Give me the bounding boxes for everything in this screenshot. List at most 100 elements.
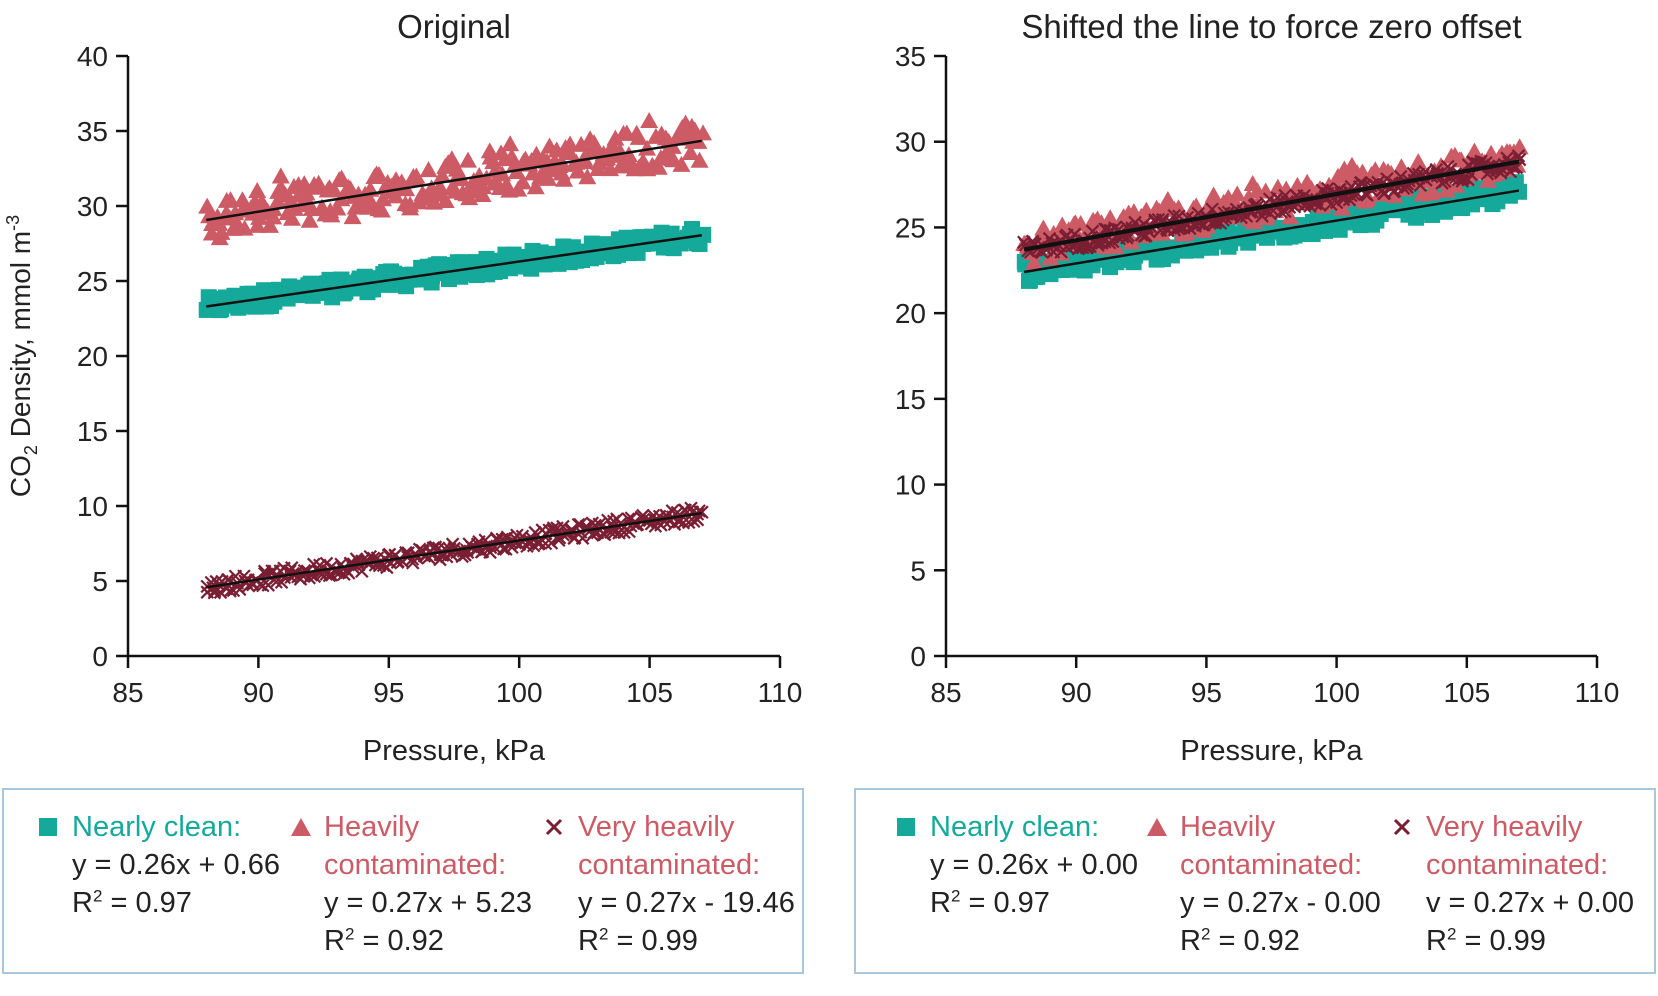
- x-marker-icon: [544, 808, 570, 846]
- data-point-triangle: [629, 128, 648, 145]
- y-tick-label: 10: [77, 491, 108, 522]
- data-point-triangle: [690, 151, 709, 168]
- y-tick-label: 30: [895, 127, 926, 158]
- fit-line-x: [1023, 161, 1520, 252]
- legend-equation: y = 0.26x + 0.00: [930, 849, 1138, 881]
- data-point-square: [1331, 221, 1348, 238]
- data-point-triangle: [343, 208, 362, 225]
- data-point-triangle: [1158, 191, 1177, 208]
- data-point-x: [256, 578, 270, 593]
- x-tick-label: 95: [373, 677, 404, 708]
- data-point-triangle: [1409, 153, 1428, 170]
- fit-line-x: [206, 511, 702, 589]
- legend-item-heavily: Heavily contaminated: y = 0.27x - 0.00 R…: [1146, 808, 1381, 960]
- data-point-triangle: [560, 143, 579, 160]
- legend-label: Heavily contaminated:: [324, 811, 507, 881]
- data-point-triangle: [552, 153, 571, 170]
- legend-equation: y = 0.27x - 0.00: [1180, 887, 1381, 919]
- data-point-triangle: [300, 211, 319, 228]
- legend-r-squared: R2 = 0.97: [930, 886, 1050, 919]
- legend-item-very-heavily: Very heavily contaminated: y = 0.27x - 1…: [544, 808, 795, 960]
- data-point-triangle: [561, 135, 580, 152]
- data-point-triangle: [1423, 182, 1442, 199]
- x-tick-label: 85: [112, 677, 143, 708]
- data-point-triangle: [1106, 237, 1125, 254]
- data-point-square: [1240, 234, 1257, 251]
- data-point-triangle: [198, 197, 217, 214]
- data-point-triangle: [386, 187, 405, 204]
- series-triangle: [198, 111, 713, 246]
- data-point-x: [1313, 198, 1327, 212]
- legend-label: Very heavily contaminated:: [578, 811, 761, 881]
- data-point-triangle: [260, 216, 279, 233]
- data-point-triangle: [436, 191, 455, 208]
- y-tick-label: 30: [77, 191, 108, 222]
- y-tick-label: 0: [910, 641, 926, 672]
- data-point-triangle: [501, 135, 520, 152]
- data-point-triangle: [332, 169, 351, 186]
- data-point-triangle: [419, 161, 438, 178]
- x-tick-label: 105: [626, 677, 673, 708]
- data-point-triangle: [473, 185, 492, 202]
- data-point-triangle: [606, 129, 625, 146]
- legend-label: Nearly clean:: [72, 811, 242, 843]
- x-tick-label: 95: [1191, 677, 1222, 708]
- y-axis-label: CO2 Density, mmol m-3: [3, 215, 41, 497]
- x-tick-label: 110: [758, 677, 803, 708]
- x-axis-label: Pressure, kPa: [1180, 735, 1363, 767]
- data-point-x: [571, 517, 586, 532]
- data-point-triangle: [210, 214, 229, 231]
- data-point-triangle: [1041, 249, 1060, 266]
- legend-equation: y = 0.27x + 5.23: [324, 887, 532, 919]
- data-point-triangle: [372, 201, 391, 218]
- data-point-triangle: [526, 178, 545, 195]
- chart-title: Original: [397, 8, 511, 45]
- data-point-triangle: [248, 181, 267, 198]
- chart-panel-1: Original 0 5 10 15 20 25 30 35 40 85 90 95 100 105 110 P…: [77, 8, 802, 767]
- data-point-x: [1091, 238, 1105, 252]
- data-point-x: [1263, 206, 1277, 221]
- y-tick-label: 35: [895, 41, 926, 72]
- data-point-triangle: [458, 151, 477, 168]
- legend-item-nearly-clean: Nearly clean: y = 0.26x + 0.66 R2 = 0.97: [38, 808, 280, 922]
- data-point-triangle: [694, 124, 713, 141]
- data-point-triangle: [640, 111, 659, 128]
- legend-r-squared: R2 = 0.99: [1426, 924, 1546, 957]
- data-point-triangle: [539, 169, 558, 186]
- data-point-triangle: [569, 162, 588, 179]
- data-point-triangle: [1447, 176, 1466, 193]
- data-point-x: [1320, 181, 1335, 196]
- data-point-x: [1205, 202, 1219, 217]
- y-tick-label: 10: [895, 470, 926, 501]
- fit-line-triangle: [206, 139, 702, 222]
- data-point-triangle: [555, 170, 574, 187]
- y-tick-label: 15: [895, 384, 926, 415]
- data-point-triangle: [578, 168, 597, 185]
- legend-item-very-heavily: Very heavily contaminated: v = 0.27x + 0…: [1392, 808, 1634, 960]
- data-point-triangle: [542, 161, 561, 178]
- y-tick-label: 15: [77, 416, 108, 447]
- data-point-triangle: [430, 178, 449, 195]
- data-point-triangle: [1025, 253, 1044, 270]
- fit-line-square: [1023, 189, 1520, 274]
- data-point-triangle: [325, 181, 344, 198]
- legend-equation: v = 0.27x + 0.00: [1426, 887, 1634, 919]
- legend-label: Heavily contaminated:: [1180, 811, 1363, 881]
- data-point-x: [1274, 205, 1288, 219]
- x-tick-label: 100: [1313, 677, 1360, 708]
- data-point-square: [695, 226, 712, 243]
- y-tick-label: 20: [895, 298, 926, 329]
- legend-r-squared: R2 = 0.92: [324, 924, 444, 957]
- legend-label: Very heavily contaminated:: [1426, 811, 1609, 881]
- chart-title: Shifted the line to force zero offset: [1021, 8, 1521, 45]
- data-point-triangle: [221, 191, 240, 208]
- y-tick-label: 25: [77, 266, 108, 297]
- chart-panel-2: Shifted the line to force zero offset 0 5 1…: [895, 8, 1619, 767]
- y-tick-label: 0: [92, 641, 108, 672]
- legend-r-squared: R2 = 0.97: [72, 886, 192, 919]
- x-tick-label: 105: [1443, 677, 1490, 708]
- data-point-x: [556, 519, 570, 534]
- data-point-triangle: [681, 143, 700, 160]
- data-point-triangle: [1437, 181, 1456, 198]
- x-tick-label: 100: [496, 677, 543, 708]
